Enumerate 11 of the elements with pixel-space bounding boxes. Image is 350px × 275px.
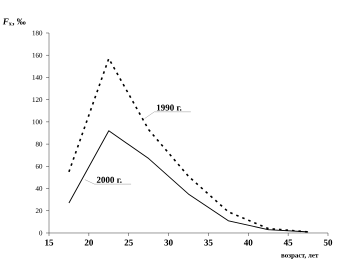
annotation: 1990 г. <box>156 104 182 111</box>
annotation: 2000 г. <box>96 176 122 183</box>
x-tick-label: 40 <box>244 240 252 246</box>
x-tick-label: 15 <box>45 240 54 246</box>
x-tick-label: 25 <box>124 240 133 246</box>
x-tick-label: 35 <box>204 240 213 246</box>
x-tick-label: 20 <box>84 240 94 246</box>
x-tick-label: 30 <box>164 240 173 246</box>
x-tick-label: 45 <box>284 240 292 246</box>
x-tick-label: 50 <box>324 240 332 246</box>
y-axis-title: F$_{x}$, ‰ <box>2 18 26 26</box>
